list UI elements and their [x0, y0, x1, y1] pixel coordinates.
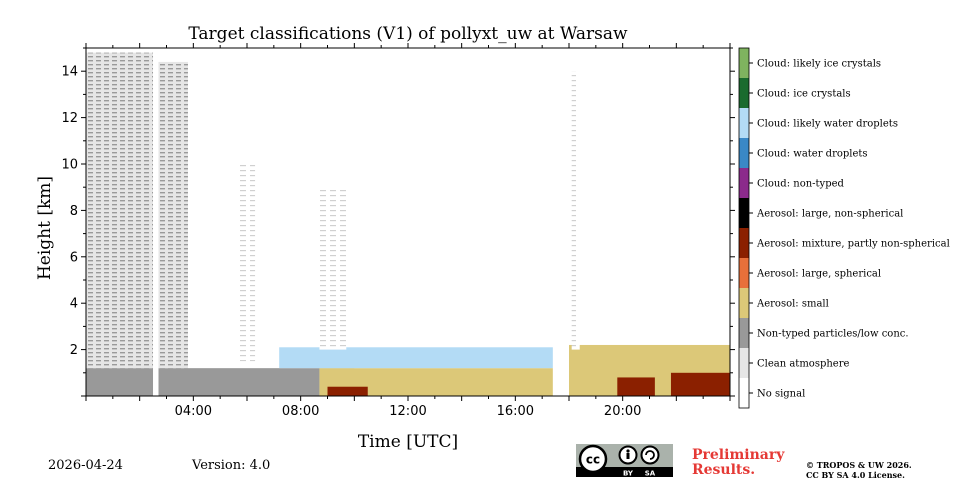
y-tick-label: 4 [70, 297, 78, 312]
legend-label: Aerosol: mixture, partly non-spherical [756, 239, 950, 250]
version-label: Version: 4.0 [192, 458, 271, 473]
class-region [617, 377, 655, 396]
legend-swatch [739, 348, 749, 378]
legend-swatch [739, 288, 749, 318]
class-region [158, 61, 188, 369]
class-region [86, 368, 154, 396]
y-tick-label: 10 [61, 158, 78, 173]
preliminary-notice: Preliminary Results. [692, 448, 784, 478]
legend-label: Cloud: non-typed [757, 179, 845, 190]
plot-area [86, 48, 730, 396]
y-tick-label: 12 [61, 111, 78, 126]
legend-swatch [739, 378, 749, 408]
x-tick-label: 16:00 [497, 404, 534, 419]
date-label: 2026-04-24 [48, 458, 123, 473]
chart-title: Target classifications (V1) of pollyxt_u… [188, 24, 628, 44]
y-tick-label: 14 [61, 65, 78, 80]
y-tick-label: 8 [70, 204, 78, 219]
copyright-line-2: CC BY SA 4.0 License. [806, 470, 905, 480]
legend-label: Aerosol: large, non-spherical [756, 209, 903, 220]
class-region [670, 372, 730, 396]
y-tick-label: 2 [70, 343, 78, 358]
no-signal-gap [552, 48, 569, 396]
x-tick-label: 20:00 [604, 404, 641, 419]
preliminary-line-1: Preliminary [692, 447, 785, 463]
x-tick-label: 12:00 [389, 404, 426, 419]
class-region [238, 164, 256, 362]
legend-swatch [739, 198, 749, 228]
cc-icon [578, 444, 608, 474]
legend-label: Aerosol: small [756, 299, 829, 310]
legend-swatch [739, 108, 749, 138]
preliminary-line-2: Results. [692, 462, 756, 478]
class-region [158, 368, 320, 396]
x-tick-label: 08:00 [282, 404, 319, 419]
legend-label: Aerosol: large, spherical [756, 269, 881, 280]
legend-label: Cloud: likely water droplets [757, 119, 898, 130]
class-region [279, 347, 553, 369]
y-tick-label: 6 [70, 250, 78, 265]
sa-icon [640, 445, 660, 465]
axes: 04:00 08:00 12:00 16:00 20:00 2 4 6 8 10 12 14 [61, 43, 735, 419]
legend-label: No signal [757, 389, 805, 400]
no-signal-gap [153, 48, 159, 396]
copyright-line-1: © TROPOS & UW 2026. [806, 460, 912, 470]
copyright-notice: © TROPOS & UW 2026. CC BY SA 4.0 License… [806, 460, 912, 480]
cc-license-badge: cc BY SA [576, 444, 673, 477]
legend-frame [738, 47, 750, 409]
cc-sa-text: SA [645, 470, 656, 478]
x-axis-label: Time [UTC] [357, 432, 459, 452]
legend-swatch [739, 168, 749, 198]
legend-label: Cloud: likely ice crystals [757, 59, 881, 70]
legend-swatch [739, 318, 749, 348]
class-region [319, 187, 347, 350]
legend: Cloud: likely ice crystals Cloud: ice cry… [738, 47, 950, 409]
legend-swatch [739, 78, 749, 108]
legend-swatch [739, 228, 749, 258]
legend-label: Clean atmosphere [757, 359, 850, 370]
legend-label: Cloud: water droplets [757, 149, 868, 160]
class-region [327, 386, 368, 396]
legend-swatch [739, 258, 749, 288]
x-tick-label: 04:00 [175, 404, 212, 419]
class-region [571, 71, 580, 350]
legend-swatch [739, 48, 749, 78]
y-axis-label: Height [km] [35, 175, 55, 281]
plot-background [86, 48, 730, 396]
class-region [86, 52, 154, 369]
legend-label: Non-typed particles/low conc. [757, 329, 909, 340]
cc-by-text: BY [623, 470, 634, 478]
legend-swatch [739, 138, 749, 168]
legend-label: Cloud: ice crystals [757, 89, 851, 100]
cc-main-text: cc [586, 453, 600, 467]
